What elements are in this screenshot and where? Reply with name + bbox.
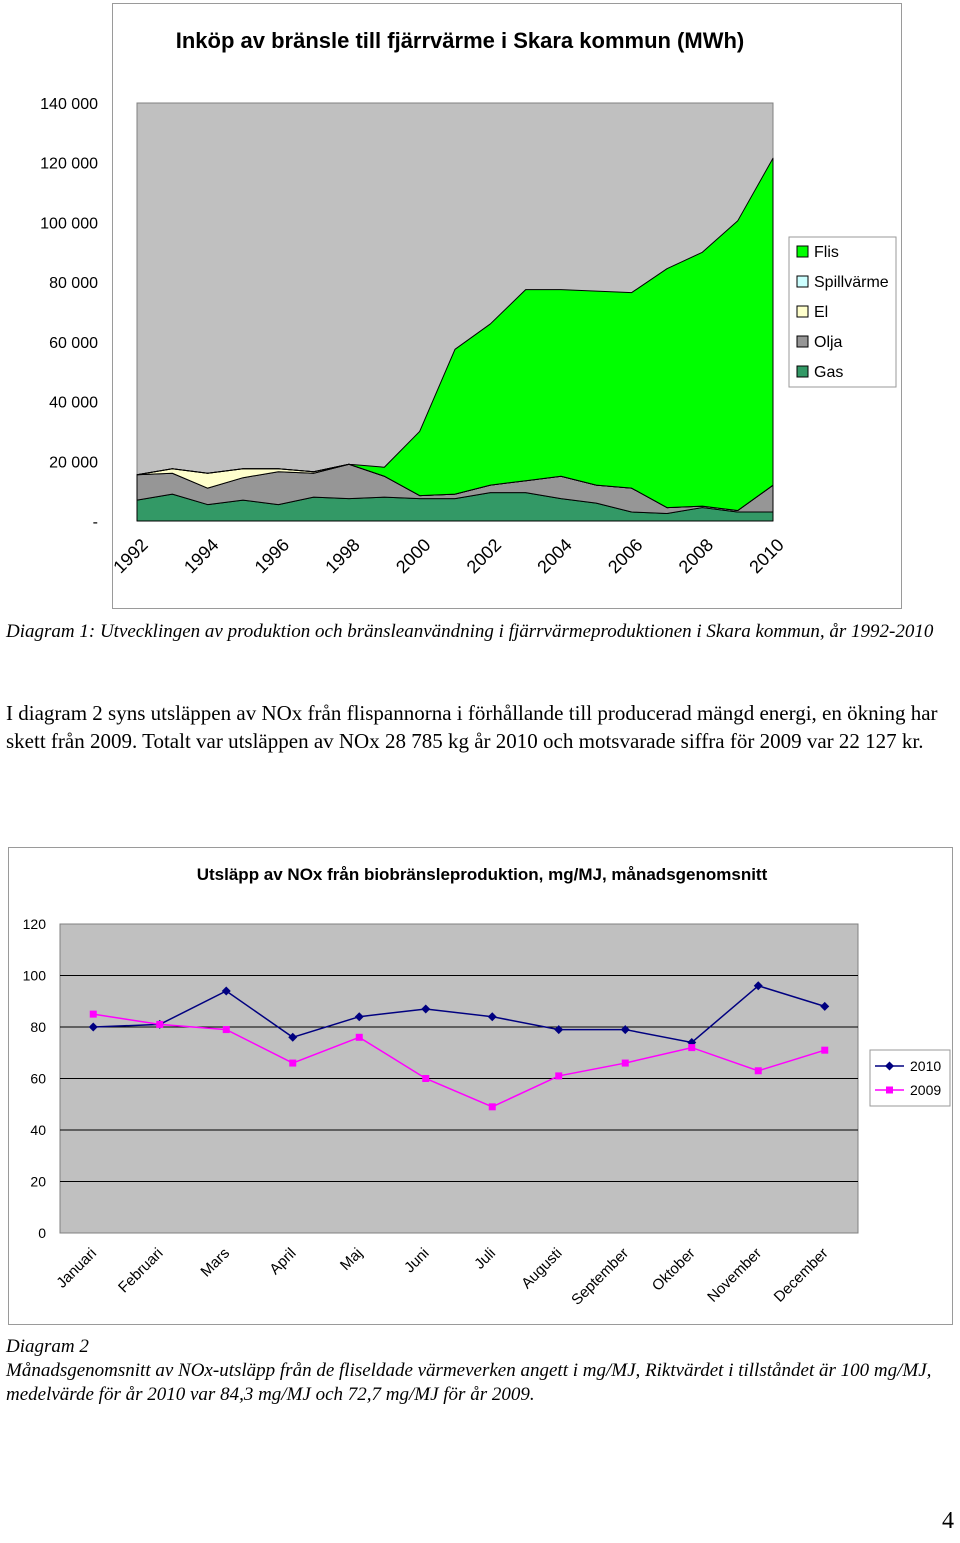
legend-label-gas: Gas — [814, 364, 843, 381]
area-flis — [136, 157, 774, 512]
data-point-2009 — [555, 1072, 563, 1080]
x-tick-label: 1994 — [180, 535, 222, 577]
x-tick-label: Juni — [401, 1245, 432, 1276]
x-tick-label: December — [771, 1245, 832, 1306]
x-tick-label: September — [568, 1245, 632, 1309]
y-tick-label: 20 000 — [49, 454, 98, 471]
data-point-2009 — [754, 1067, 762, 1075]
x-tick-label: Februari — [115, 1245, 167, 1297]
diagram2-caption-title: Diagram 2 — [6, 1336, 89, 1357]
page-number: 4 — [942, 1508, 954, 1534]
x-tick-label: 1998 — [321, 535, 363, 577]
legend-label-el: El — [814, 304, 828, 321]
data-point-2009 — [688, 1044, 696, 1052]
data-point-2010 — [753, 981, 763, 991]
data-point-2009 — [222, 1026, 230, 1034]
y-tick-label: 120 — [23, 916, 47, 932]
data-point-2010 — [88, 1022, 98, 1032]
x-tick-label: 2008 — [675, 535, 717, 577]
fuel-purchase-chart: Inköp av bränsle till fjärrvärme i Skara… — [40, 28, 897, 577]
data-point-2009 — [156, 1020, 164, 1028]
legend-label-flis: Flis — [814, 244, 839, 261]
y-tick-label: 40 000 — [49, 395, 98, 412]
legend-marker-2010 — [885, 1061, 894, 1071]
x-tick-label: Mars — [197, 1245, 233, 1281]
y-tick-label: 80 000 — [49, 275, 98, 292]
diagram2-caption-body: Månadsgenomsnitt av NOx-utsläpp från de … — [6, 1360, 932, 1405]
x-tick-label: Juli — [471, 1245, 499, 1273]
x-tick-label: 1996 — [251, 535, 293, 577]
y-tick-label: 100 000 — [40, 215, 98, 232]
y-tick-label: 20 — [30, 1174, 46, 1190]
x-tick-label: November — [704, 1245, 765, 1306]
data-point-2010 — [554, 1025, 564, 1035]
x-tick-label: 2002 — [463, 535, 505, 577]
y-tick-label: 80 — [30, 1019, 46, 1035]
y-tick-label: 0 — [38, 1225, 46, 1241]
legend-swatch-gas — [796, 365, 809, 378]
x-tick-label: Oktober — [649, 1245, 699, 1295]
chart1-title: Inköp av bränsle till fjärrvärme i Skara… — [176, 28, 745, 53]
body-paragraph: I diagram 2 syns utsläppen av NOx från f… — [6, 701, 938, 753]
data-point-2009 — [355, 1033, 363, 1041]
y-tick-label: 60 — [30, 1071, 46, 1087]
data-point-2009 — [289, 1059, 297, 1067]
nox-emission-chart: Utsläpp av NOx från biobränsleproduktion… — [23, 865, 951, 1309]
data-point-2010 — [354, 1012, 364, 1022]
data-point-2010 — [221, 986, 231, 996]
x-tick-label: Augusti — [518, 1245, 565, 1292]
y-tick-label: 40 — [30, 1122, 46, 1138]
series-line-2010 — [93, 984, 825, 1044]
legend-label-spillv-rme: Spillvärme — [814, 274, 889, 291]
data-point-2010 — [820, 1001, 830, 1011]
diagram1-caption: Diagram 1: Utvecklingen av produktion oc… — [6, 621, 934, 642]
data-point-2009 — [89, 1010, 97, 1018]
legend-swatch-flis — [796, 245, 809, 258]
x-tick-label: Maj — [337, 1245, 366, 1274]
data-point-2009 — [621, 1059, 629, 1067]
x-tick-label: 2006 — [604, 535, 646, 577]
legend-label-2010: 2010 — [910, 1058, 941, 1074]
diagram2-caption: Diagram 2 Månadsgenomsnitt av NOx-utsläp… — [6, 1335, 951, 1407]
data-point-2010 — [288, 1032, 298, 1042]
chart2-title: Utsläpp av NOx från biobränsleproduktion… — [197, 865, 768, 884]
data-point-2009 — [422, 1075, 430, 1082]
legend-swatch-el — [796, 305, 809, 318]
y-tick-label: 120 000 — [40, 156, 98, 173]
x-tick-label: Januari — [53, 1245, 100, 1292]
legend-label-2009: 2009 — [910, 1082, 941, 1098]
x-tick-label: April — [266, 1245, 299, 1278]
x-tick-label: 2000 — [392, 535, 434, 577]
legend-marker-2009 — [886, 1086, 893, 1094]
data-point-2010 — [487, 1012, 497, 1022]
data-point-2009 — [488, 1103, 496, 1111]
x-tick-label: 1992 — [109, 535, 151, 577]
data-point-2010 — [620, 1025, 630, 1035]
series-line-2009 — [93, 1013, 825, 1108]
data-point-2009 — [821, 1046, 829, 1054]
y-tick-label: 60 000 — [49, 335, 98, 352]
legend-label-olja: Olja — [814, 334, 843, 351]
y-tick-label: - — [93, 514, 98, 531]
legend-swatch-olja — [796, 335, 809, 348]
chart2-legend-box — [869, 1049, 951, 1107]
y-tick-label: 100 — [23, 968, 47, 984]
x-tick-label: 2010 — [745, 535, 787, 577]
x-tick-label: 2004 — [533, 535, 575, 577]
legend-swatch-spillv-rme — [796, 275, 809, 288]
y-tick-label: 140 000 — [40, 96, 98, 113]
data-point-2010 — [421, 1004, 431, 1014]
